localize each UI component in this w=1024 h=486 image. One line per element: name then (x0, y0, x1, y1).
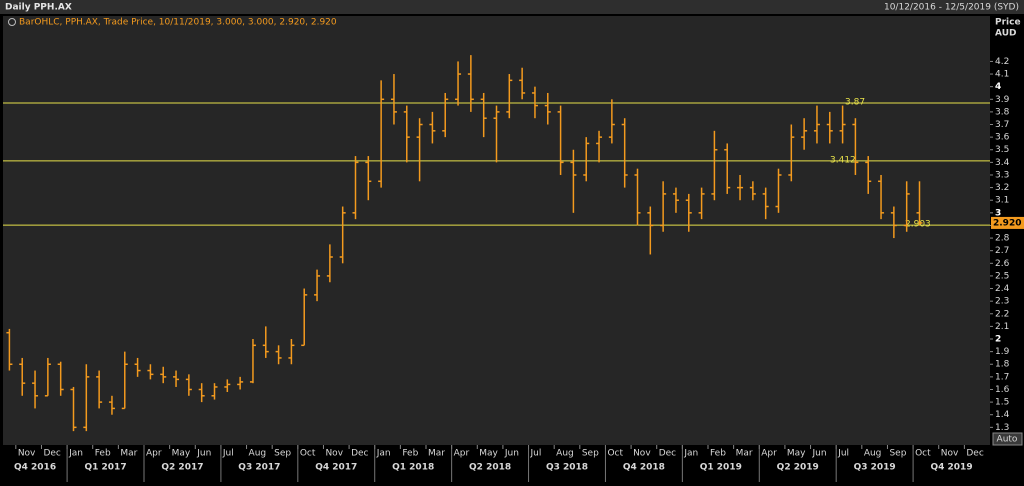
x-tick-label: Jul (530, 449, 542, 459)
x-tick-label: Apr (454, 449, 470, 459)
x-tick-label: Jul (222, 449, 234, 459)
level-label: 3.87 (845, 98, 865, 108)
x-tick-label: Aug (556, 449, 574, 459)
y-tick-label: 2.5 (995, 271, 1009, 281)
x-tick-label: Feb (710, 449, 726, 459)
x-tick-label: Jul (837, 449, 849, 459)
x-tick-label: Sep (274, 449, 291, 459)
y-tick-label: 4.1 (995, 70, 1009, 80)
legend: BarOHLC, PPH.AX, Trade Price, 10/11/2019… (19, 18, 337, 28)
x-tick-label: Dec (43, 449, 60, 459)
y-tick-label: 2 (995, 335, 1001, 345)
y-axis-unit: AUD (995, 29, 1016, 39)
x-tick-label: Oct (607, 449, 623, 459)
y-tick-label: 1.7 (995, 372, 1009, 382)
x-tick-label: May (172, 449, 191, 459)
quarter-label: Q3 2018 (546, 463, 588, 473)
x-tick-label: May (787, 449, 806, 459)
y-axis-label: Price (995, 18, 1021, 28)
y-tick-label: 2.7 (995, 246, 1009, 256)
plot-area (3, 16, 990, 445)
y-tick-label: 3.4 (995, 158, 1010, 168)
quarter-label: Q2 2017 (161, 463, 203, 473)
x-tick-label: Jun (812, 449, 827, 459)
x-tick-label: Aug (864, 449, 882, 459)
quarter-label: Q4 2016 (14, 463, 56, 473)
y-tick-label: 1.6 (995, 385, 1010, 395)
auto-button[interactable]: Auto (992, 432, 1023, 446)
x-tick-label: Nov (633, 449, 651, 459)
header-range: 10/12/2016 - 12/5/2019 (SYD) (884, 3, 1019, 13)
y-tick-label: 4.2 (995, 57, 1009, 67)
x-tick-label: Jan (376, 449, 391, 459)
quarter-label: Q1 2017 (84, 463, 126, 473)
y-tick-label: 1.9 (995, 347, 1010, 357)
x-tick-label: Jan (683, 449, 698, 459)
x-tick-label: Mar (428, 449, 445, 459)
quarter-label: Q4 2019 (930, 463, 972, 473)
x-tick-label: Dec (659, 449, 676, 459)
quarter-label: Q4 2018 (623, 463, 665, 473)
y-tick-label: 1.5 (995, 398, 1009, 408)
y-tick-label: 3.3 (995, 170, 1009, 180)
header-bar (0, 0, 1024, 14)
y-tick-label: 3.7 (995, 120, 1009, 130)
x-tick-label: Dec (966, 449, 983, 459)
quarter-label: Q2 2019 (777, 463, 819, 473)
y-tick-label: 1.8 (995, 360, 1010, 370)
y-tick-label: 2.4 (995, 284, 1010, 294)
auto-button-label[interactable]: Auto (997, 435, 1018, 445)
quarter-label: Q2 2018 (469, 463, 511, 473)
y-tick-label: 2.8 (995, 234, 1010, 244)
y-tick-label: 2.3 (995, 297, 1009, 307)
x-tick-label: Jun (196, 449, 211, 459)
x-tick-label: Dec (351, 449, 368, 459)
x-tick-label: Aug (249, 449, 267, 459)
y-tick-label: 2.2 (995, 309, 1009, 319)
quarter-label: Q1 2018 (392, 463, 434, 473)
y-tick-label: 3.1 (995, 196, 1009, 206)
y-tick-label: 4 (995, 82, 1001, 92)
x-tick-label: Oct (915, 449, 931, 459)
level-label: 3.412 (830, 155, 856, 165)
x-tick-label: Feb (402, 449, 418, 459)
x-tick-label: Apr (146, 449, 162, 459)
x-tick-label: Jan (68, 449, 83, 459)
y-tick-label: 2.1 (995, 322, 1009, 332)
y-tick-label: 3.6 (995, 133, 1010, 143)
x-tick-label: Jun (504, 449, 519, 459)
last-price-box (991, 216, 1024, 229)
level-label: 2.903 (905, 220, 931, 230)
y-tick-label: 3.8 (995, 107, 1010, 117)
auto-button-box[interactable] (992, 432, 1023, 446)
x-tick-label: Feb (95, 449, 111, 459)
x-tick-label: Nov (18, 449, 36, 459)
y-tick-label: 3.9 (995, 95, 1010, 105)
x-tick-label: Apr (761, 449, 777, 459)
y-tick-label: 1.3 (995, 423, 1009, 433)
last-price-label: 2.920 (993, 218, 1021, 228)
x-tick-label: Sep (582, 449, 599, 459)
x-tick-label: May (479, 449, 498, 459)
y-tick-label: 1.4 (995, 410, 1010, 420)
x-tick-label: Nov (941, 449, 959, 459)
quarter-label: Q4 2017 (315, 463, 357, 473)
y-tick-label: 3.5 (995, 145, 1009, 155)
header-title: Daily PPH.AX (5, 3, 72, 13)
y-tick-label: 3 (995, 208, 1001, 218)
x-tick-label: Nov (325, 449, 343, 459)
legend-icon (8, 18, 16, 26)
x-tick-label: Sep (889, 449, 906, 459)
quarter-label: Q1 2019 (700, 463, 742, 473)
quarter-label: Q3 2017 (238, 463, 280, 473)
y-tick-label: 3.2 (995, 183, 1009, 193)
quarter-label: Q3 2019 (854, 463, 896, 473)
x-tick-label: Mar (120, 449, 137, 459)
x-tick-label: Oct (300, 449, 316, 459)
x-tick-label: Mar (736, 449, 753, 459)
y-tick-label: 2.6 (995, 259, 1010, 269)
